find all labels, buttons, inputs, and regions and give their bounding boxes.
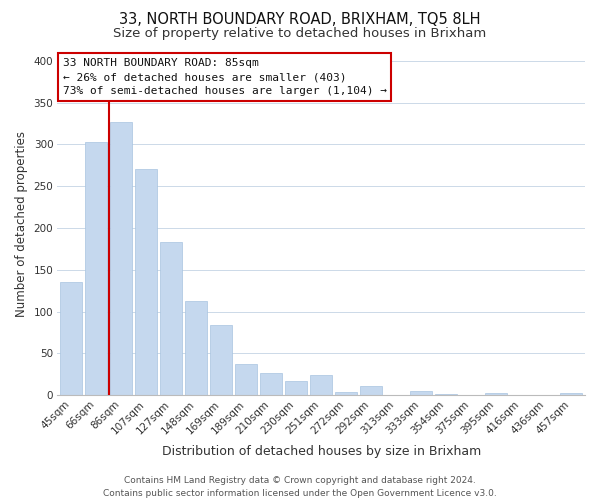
Text: 33, NORTH BOUNDARY ROAD, BRIXHAM, TQ5 8LH: 33, NORTH BOUNDARY ROAD, BRIXHAM, TQ5 8L… — [119, 12, 481, 28]
Bar — [160, 242, 182, 395]
X-axis label: Distribution of detached houses by size in Brixham: Distribution of detached houses by size … — [161, 444, 481, 458]
Bar — [335, 392, 358, 395]
Text: Size of property relative to detached houses in Brixham: Size of property relative to detached ho… — [113, 28, 487, 40]
Bar — [285, 381, 307, 395]
Bar — [410, 391, 433, 395]
Text: 33 NORTH BOUNDARY ROAD: 85sqm
← 26% of detached houses are smaller (403)
73% of : 33 NORTH BOUNDARY ROAD: 85sqm ← 26% of d… — [63, 58, 387, 96]
Bar — [110, 122, 133, 395]
Bar — [210, 325, 232, 395]
Text: Contains HM Land Registry data © Crown copyright and database right 2024.
Contai: Contains HM Land Registry data © Crown c… — [103, 476, 497, 498]
Bar — [235, 364, 257, 395]
Bar — [435, 394, 457, 395]
Bar — [185, 300, 208, 395]
Bar — [360, 386, 382, 395]
Bar — [85, 142, 107, 395]
Bar — [485, 394, 508, 395]
Bar — [260, 372, 283, 395]
Y-axis label: Number of detached properties: Number of detached properties — [15, 131, 28, 317]
Bar — [135, 168, 157, 395]
Bar — [60, 282, 82, 395]
Bar — [310, 375, 332, 395]
Bar — [560, 392, 583, 395]
